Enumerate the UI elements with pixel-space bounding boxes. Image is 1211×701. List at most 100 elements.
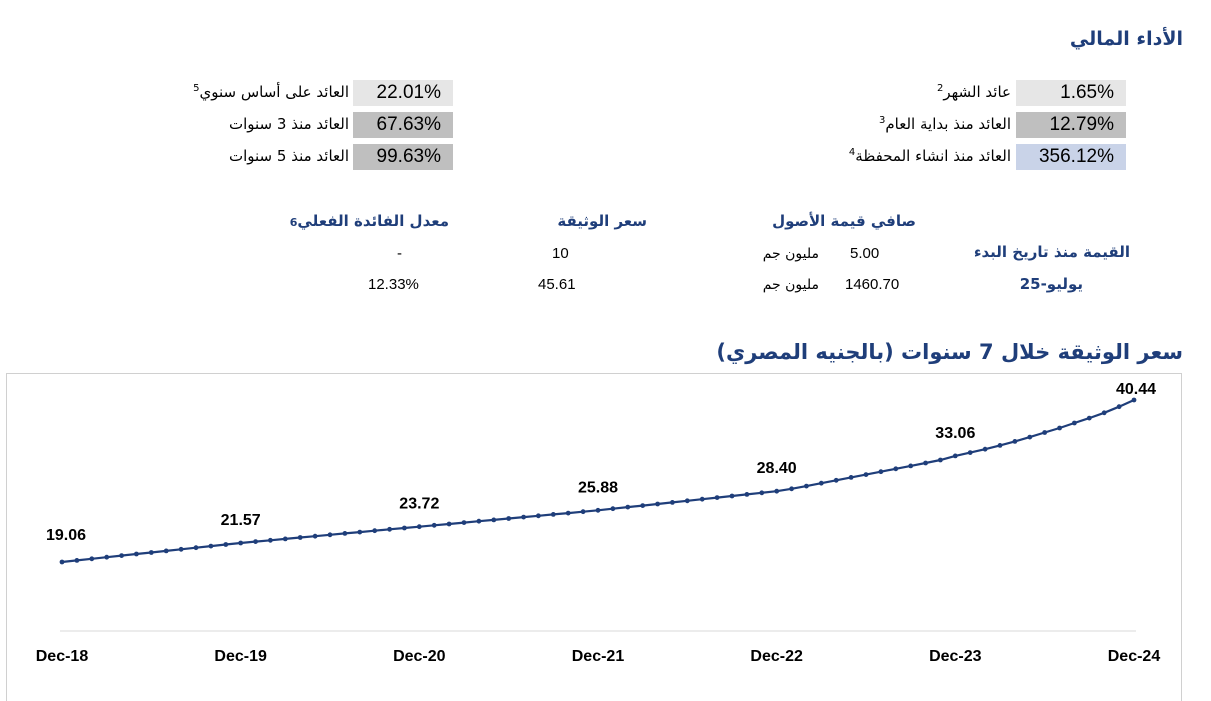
data-point	[744, 492, 750, 497]
data-point	[1072, 420, 1077, 426]
data-point	[193, 545, 199, 551]
data-point	[119, 553, 124, 558]
x-tick-label: Dec-24	[1108, 648, 1161, 665]
data-point	[774, 488, 780, 494]
annualized-return-label: العائد على أساس سنوي5	[193, 83, 349, 101]
data-point	[253, 539, 258, 544]
data-point	[893, 466, 899, 472]
return-5y-value: 99.63%	[353, 144, 453, 170]
chart-title: سعر الوثيقة خلال 7 سنوات (بالجنيه المصري…	[716, 340, 1183, 364]
data-point	[714, 495, 720, 500]
x-tick-label: Dec-23	[929, 648, 982, 665]
net-assets-current: 1460.70	[845, 276, 900, 293]
monthly-return-label: عائد الشهر2	[936, 83, 1011, 101]
data-point	[699, 496, 705, 502]
data-point	[878, 469, 884, 475]
net-assets-header: صافي قيمة الأصول	[772, 212, 916, 230]
data-point	[610, 506, 616, 512]
data-point	[923, 460, 928, 466]
x-tick-label: Dec-18	[36, 648, 89, 665]
return-5y-label: العائد منذ 5 سنوات	[228, 147, 349, 165]
inception-return-value: 356.12%	[1016, 144, 1126, 170]
data-point	[908, 463, 914, 469]
data-label: 21.57	[221, 512, 261, 529]
ytd-return-label: العائد منذ بداية العام3	[879, 115, 1011, 133]
data-point	[1131, 397, 1137, 403]
data-point	[684, 498, 690, 504]
return-3y-label: العائد منذ 3 سنوات	[228, 115, 349, 133]
data-point	[967, 450, 973, 455]
data-point	[268, 537, 273, 543]
data-point	[595, 507, 601, 513]
x-tick-label: Dec-19	[214, 648, 267, 665]
data-point	[1116, 404, 1122, 410]
x-tick-label: Dec-21	[572, 648, 625, 665]
data-point	[74, 558, 80, 563]
data-point	[104, 554, 110, 560]
data-point	[1101, 410, 1107, 416]
data-point	[565, 510, 571, 516]
data-point	[223, 542, 229, 547]
unit-price-header: سعر الوثيقة	[557, 212, 647, 230]
data-point	[1027, 434, 1033, 440]
data-point	[1012, 439, 1018, 444]
chart-frame	[6, 373, 1182, 701]
data-point	[59, 559, 65, 565]
data-point	[670, 500, 675, 505]
data-point	[625, 504, 631, 510]
data-point	[1042, 430, 1048, 435]
data-point	[1057, 425, 1062, 431]
data-point	[491, 517, 497, 523]
data-point	[506, 516, 512, 521]
data-labels: 19.06 21.57 23.72 25.88 28.40 33.06 40.44	[46, 381, 1156, 544]
effective-rate-current: 12.33%	[368, 276, 419, 293]
data-point	[134, 551, 139, 557]
net-assets-unit-inception: مليون جم	[762, 246, 819, 262]
data-point	[550, 512, 556, 517]
data-point	[372, 528, 378, 534]
unit-price-inception: 10	[552, 245, 569, 262]
data-point	[446, 521, 452, 527]
data-point	[952, 453, 958, 459]
x-axis-ticks: Dec-18 Dec-19 Dec-20 Dec-21 Dec-22 Dec-23 Dec-…	[36, 648, 1161, 665]
return-3y-value: 67.63%	[353, 112, 453, 138]
effective-rate-header: معدل الفائدة الفعلي6	[289, 212, 449, 230]
data-point	[580, 509, 586, 515]
data-point	[521, 514, 526, 520]
data-point	[163, 548, 169, 554]
data-point	[387, 526, 392, 532]
data-label: 40.44	[1116, 381, 1156, 398]
net-assets-unit-current: مليون جم	[762, 277, 819, 293]
data-point	[327, 532, 333, 538]
inception-return-label: العائد منذ انشاء المحفظة4	[848, 147, 1011, 165]
data-point	[461, 520, 467, 525]
data-point	[640, 503, 646, 508]
data-point	[402, 525, 407, 531]
data-point	[342, 531, 348, 536]
data-point	[89, 556, 95, 562]
annualized-return-value: 22.01%	[353, 80, 453, 106]
data-point	[789, 486, 794, 492]
data-point	[178, 546, 184, 552]
data-label: 25.88	[578, 479, 618, 496]
data-point	[476, 518, 482, 524]
monthly-return-value: 1.65%	[1016, 80, 1126, 106]
data-point	[536, 513, 541, 519]
data-point	[997, 443, 1003, 448]
performance-title: الأداء المالي	[1069, 28, 1183, 50]
data-label: 19.06	[46, 527, 86, 544]
data-point	[655, 501, 660, 507]
ytd-return-value: 12.79%	[1016, 112, 1126, 138]
data-point	[238, 540, 244, 546]
data-point	[804, 483, 809, 489]
data-point	[148, 550, 154, 555]
inception-value-label: القيمة منذ تاريخ البدء	[973, 243, 1130, 261]
data-point	[863, 472, 869, 477]
data-point	[297, 535, 303, 540]
data-point	[729, 493, 735, 499]
data-point	[208, 543, 214, 549]
data-point	[312, 533, 318, 539]
data-point	[282, 536, 288, 542]
x-tick-label: Dec-20	[393, 648, 446, 665]
